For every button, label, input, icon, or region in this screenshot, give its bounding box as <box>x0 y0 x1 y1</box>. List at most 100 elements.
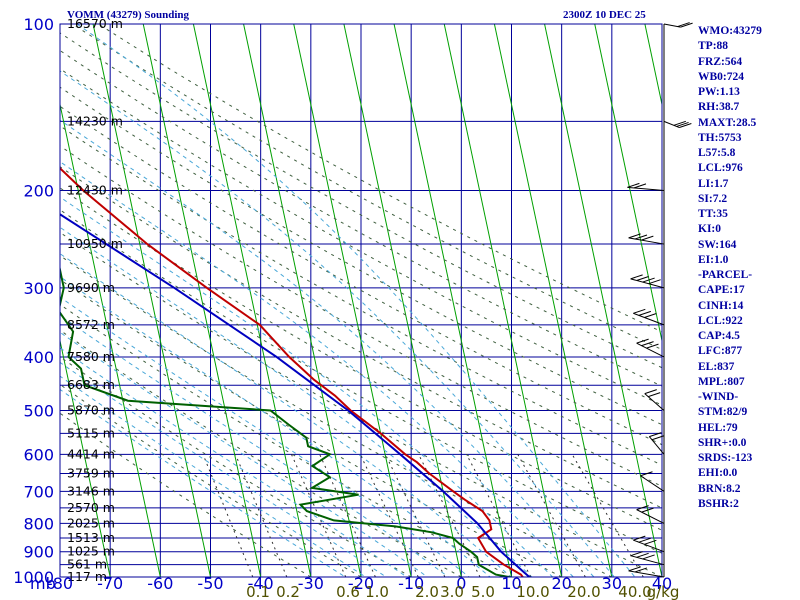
index-line: EL:837 <box>698 360 735 373</box>
mixing-ratio-label: 0.2 <box>276 583 300 600</box>
index-line: SRDS:-123 <box>698 452 753 464</box>
index-line: -PARCEL- <box>698 269 753 281</box>
index-line: CAP:4.5 <box>698 330 740 342</box>
skewed-isotherm <box>393 24 512 577</box>
mixing-ratio-line <box>466 454 532 577</box>
plot-frame <box>59 23 663 578</box>
wind-barb <box>648 432 665 455</box>
valid-time: 2300Z 10 DEC 25 <box>563 9 646 21</box>
wind-barb <box>627 182 665 191</box>
pressure-tick-label: 300 <box>23 279 54 298</box>
mixing-ratio-label: 5.0 <box>471 583 495 600</box>
index-line: BSHR:2 <box>698 497 739 510</box>
index-line: LI:1.7 <box>698 177 729 190</box>
skewed-isotherm <box>60 102 161 577</box>
height-label: 14230 m <box>67 113 123 128</box>
moist-adiabat <box>60 276 491 577</box>
index-line: SI:7.2 <box>698 192 728 205</box>
temperature-tick-label: -40 <box>248 574 274 593</box>
moist-adiabat <box>60 347 408 577</box>
index-line: LCL:976 <box>698 162 743 175</box>
wind-barb <box>628 233 665 245</box>
mixing-ratio-label: 1.0 <box>365 583 389 600</box>
height-label: 5870 m <box>67 403 115 418</box>
pressure-tick-label: 700 <box>23 482 54 501</box>
pressure-tick-label: 800 <box>23 514 54 533</box>
index-line: FRZ:564 <box>698 55 743 68</box>
height-label: 4414 m <box>67 446 115 461</box>
wind-barb <box>630 274 665 289</box>
mixing-ratio-line <box>319 454 376 577</box>
moist-adiabat <box>60 161 574 577</box>
height-label: 1025 m <box>67 544 115 559</box>
wind-barb <box>633 308 665 326</box>
index-line: LCL:922 <box>698 314 743 327</box>
dry-adiabat <box>60 303 512 577</box>
mixing-ratio-line <box>234 454 288 577</box>
dry-adiabat <box>60 329 462 577</box>
mixing-ratio-label: 0.1 <box>246 583 270 600</box>
index-line: KI:0 <box>698 223 721 236</box>
height-label: 3146 m <box>67 483 115 498</box>
temperature-tick-label: -30 <box>298 574 324 593</box>
index-line: PW:1.13 <box>698 86 740 98</box>
index-line: SHR+:0.0 <box>698 436 747 449</box>
plot-area <box>0 24 662 577</box>
height-label: 5115 m <box>67 425 115 440</box>
mixing-ratio-label: 3.0 <box>440 583 464 600</box>
index-line: LFC:877 <box>698 345 743 358</box>
mixing-ratio-line <box>384 454 446 577</box>
height-label: 10950 m <box>67 236 123 251</box>
wind-barb <box>663 120 692 129</box>
mixing-ratio-label: 2.0 <box>415 583 439 600</box>
height-label: 12430 m <box>67 182 123 197</box>
index-line: BRN:8.2 <box>698 482 741 495</box>
index-line: L57:5.8 <box>698 147 736 159</box>
index-line: TP:88 <box>698 40 729 53</box>
wind-barb <box>640 471 665 492</box>
height-label: 117 m <box>67 569 107 584</box>
pressure-unit-label: mb <box>30 574 56 593</box>
mixing-ratio-label: 40.0 <box>618 583 651 600</box>
pressure-tick-label: 600 <box>23 445 54 464</box>
height-label: 9690 m <box>67 280 115 295</box>
temperature-tick-label: 20 <box>551 574 571 593</box>
index-line: SW:164 <box>698 238 737 251</box>
skewed-isotherm <box>493 24 613 577</box>
skewed-isotherm <box>343 24 462 577</box>
moist-adiabat <box>60 296 471 577</box>
temperature-tick-label: -80 <box>47 574 73 593</box>
wind-barb <box>636 338 665 358</box>
pressure-tick-label: 100 <box>23 15 54 34</box>
index-line: HEL:79 <box>698 421 738 434</box>
moist-adiabat <box>60 119 595 577</box>
dry-adiabat <box>60 383 362 577</box>
height-label: 2025 m <box>67 515 115 530</box>
dry-adiabat <box>60 105 662 446</box>
mixing-ratio-label: 0.6 <box>336 583 360 600</box>
moist-adiabat <box>60 361 388 577</box>
temperature-tick-label: 0 <box>456 574 466 593</box>
index-line: CAPE:17 <box>698 284 745 297</box>
dry-adiabat <box>60 255 613 577</box>
skewed-isotherm <box>142 24 262 577</box>
mixing-ratio-line <box>359 454 419 577</box>
height-label: 7580 m <box>67 349 115 364</box>
height-label: 6683 m <box>67 377 115 392</box>
temperature-tick-label: -20 <box>348 574 374 593</box>
station-title: VOMM (43279) Sounding <box>67 9 190 21</box>
dry-adiabat <box>60 32 662 369</box>
index-line: TH:5753 <box>698 131 742 144</box>
wind-barb <box>633 535 665 553</box>
sounding-trace-2 <box>60 213 531 577</box>
moist-adiabat <box>76 24 636 577</box>
pressure-tick-label: 900 <box>23 543 54 562</box>
skewed-isotherm <box>544 24 662 577</box>
temperature-tick-label: -60 <box>147 574 173 593</box>
pressure-tick-label: 500 <box>23 402 54 421</box>
skewed-isotherm <box>0 24 10 577</box>
skewed-isotherm <box>92 24 211 577</box>
skewed-isotherm <box>192 24 312 577</box>
pressure-tick-label: 1000 <box>13 568 54 587</box>
